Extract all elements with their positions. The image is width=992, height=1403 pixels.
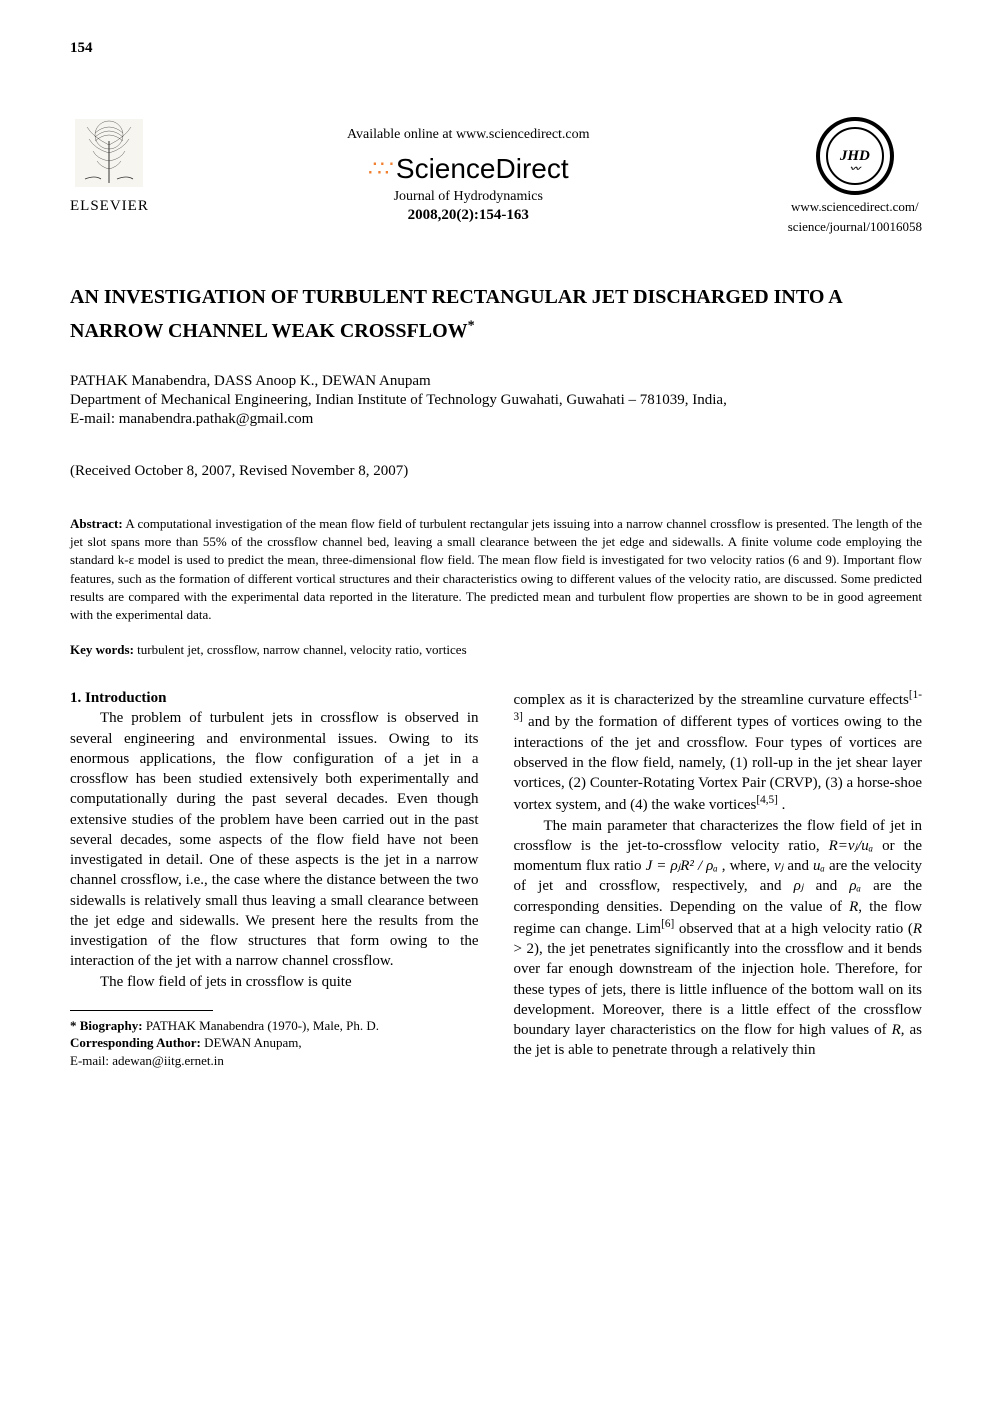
- sciencedirect-text: ScienceDirect: [396, 153, 569, 184]
- title-footnote-mark: *: [468, 318, 475, 333]
- available-online-text: Available online at www.sciencedirect.co…: [347, 127, 590, 143]
- right-para-2: The main parameter that characterizes th…: [514, 816, 923, 1061]
- footnote-rule: [70, 1010, 213, 1011]
- journal-citation: 2008,20(2):154-163: [347, 207, 590, 224]
- eq-J: J = ρⱼR² / ρₐ: [646, 858, 718, 874]
- right-column: complex as it is characterized by the st…: [514, 688, 923, 1069]
- publisher-header: ELSEVIER Available online at www.science…: [70, 117, 922, 235]
- jhd-block: JHD 〰 www.sciencedirect.com/ science/jou…: [788, 117, 922, 235]
- footnote-corresponding: Corresponding Author: DEWAN Anupam,: [70, 1034, 479, 1052]
- elsevier-block: ELSEVIER: [70, 117, 149, 215]
- elsevier-label: ELSEVIER: [70, 198, 149, 215]
- keywords-text: turbulent jet, crossflow, narrow channel…: [134, 642, 467, 657]
- authors: PATHAK Manabendra, DASS Anoop K., DEWAN …: [70, 373, 922, 390]
- jhd-url-line1: www.sciencedirect.com/: [788, 199, 922, 215]
- section-1-heading: 1. Introduction: [70, 688, 479, 708]
- left-column: 1. Introduction The problem of turbulent…: [70, 688, 479, 1069]
- left-para-1: The problem of turbulent jets in crossfl…: [70, 708, 479, 971]
- keywords: Key words: turbulent jet, crossflow, nar…: [70, 642, 922, 658]
- sciencedirect-block: Available online at www.sciencedirect.co…: [347, 117, 590, 224]
- sciencedirect-dots-icon: ∴∵: [368, 156, 392, 182]
- jhd-logo-icon: JHD 〰: [816, 117, 894, 195]
- jhd-url-line2: science/journal/10016058: [788, 219, 922, 235]
- body-columns: 1. Introduction The problem of turbulent…: [70, 688, 922, 1069]
- eq-R: R=vⱼ/uₐ: [829, 838, 874, 854]
- received-dates: (Received October 8, 2007, Revised Novem…: [70, 463, 922, 480]
- footnote-email: E-mail: adewan@iitg.ernet.in: [70, 1052, 479, 1070]
- abstract: Abstract: A computational investigation …: [70, 515, 922, 624]
- jhd-wave-icon: 〰: [850, 160, 860, 175]
- footnote-biography: * Biography: PATHAK Manabendra (1970-), …: [70, 1017, 479, 1035]
- author-email: E-mail: manabendra.pathak@gmail.com: [70, 411, 922, 428]
- affiliation: Department of Mechanical Engineering, In…: [70, 392, 922, 409]
- journal-name: Journal of Hydrodynamics: [347, 189, 590, 205]
- right-para-1: complex as it is characterized by the st…: [514, 688, 923, 816]
- elsevier-tree-icon: [73, 117, 145, 189]
- abstract-text: A computational investigation of the mea…: [70, 516, 922, 622]
- citation-6: [6]: [661, 918, 674, 930]
- keywords-label: Key words:: [70, 642, 134, 657]
- abstract-label: Abstract:: [70, 516, 123, 531]
- sciencedirect-logo: ∴∵ScienceDirect: [347, 153, 590, 185]
- page-number: 154: [70, 40, 922, 57]
- article-title: AN INVESTIGATION OF TURBULENT RECTANGULA…: [70, 280, 922, 348]
- citation-4-5: [4,5]: [756, 794, 778, 806]
- left-para-2: The flow field of jets in crossflow is q…: [70, 972, 479, 992]
